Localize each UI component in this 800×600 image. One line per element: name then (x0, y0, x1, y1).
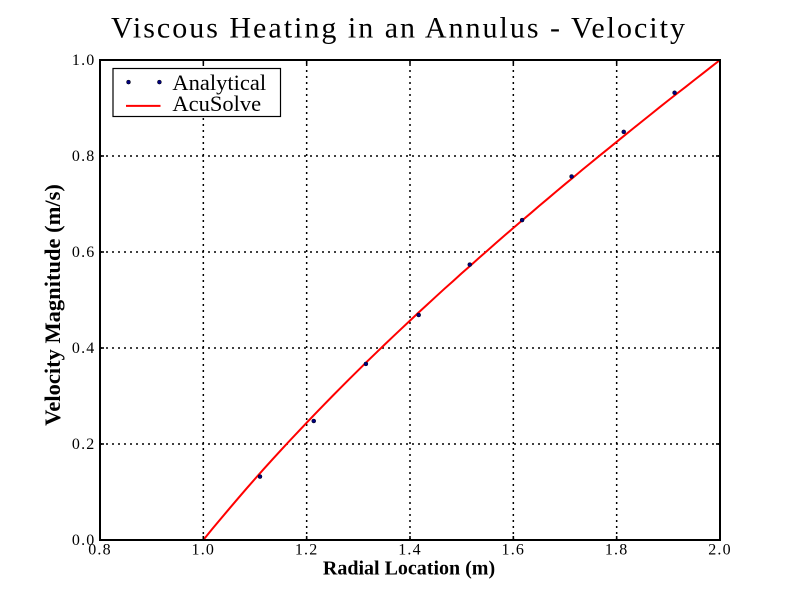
svg-text:0.6: 0.6 (72, 244, 96, 261)
svg-text:1.6: 1.6 (502, 542, 526, 559)
svg-text:2.0: 2.0 (708, 542, 732, 559)
svg-text:1.2: 1.2 (295, 542, 319, 559)
svg-text:1.8: 1.8 (605, 542, 629, 559)
svg-text:0.0: 0.0 (72, 532, 96, 549)
svg-text:AcuSolve: AcuSolve (172, 91, 261, 116)
svg-text:0.8: 0.8 (88, 542, 112, 559)
svg-text:1.4: 1.4 (398, 542, 422, 559)
svg-text:Radial Location (m): Radial Location (m) (323, 558, 495, 580)
svg-text:Analytical: Analytical (172, 70, 266, 95)
svg-text:0.4: 0.4 (72, 340, 96, 357)
svg-text:1.0: 1.0 (192, 542, 216, 559)
svg-text:Viscous Heating in an Annulus: Viscous Heating in an Annulus - Velocity (111, 12, 687, 45)
svg-text:Velocity Magnitude (m/s): Velocity Magnitude (m/s) (40, 184, 65, 426)
svg-text:0.8: 0.8 (72, 148, 96, 165)
svg-text:1.0: 1.0 (72, 52, 96, 69)
svg-text:0.2: 0.2 (72, 436, 96, 453)
